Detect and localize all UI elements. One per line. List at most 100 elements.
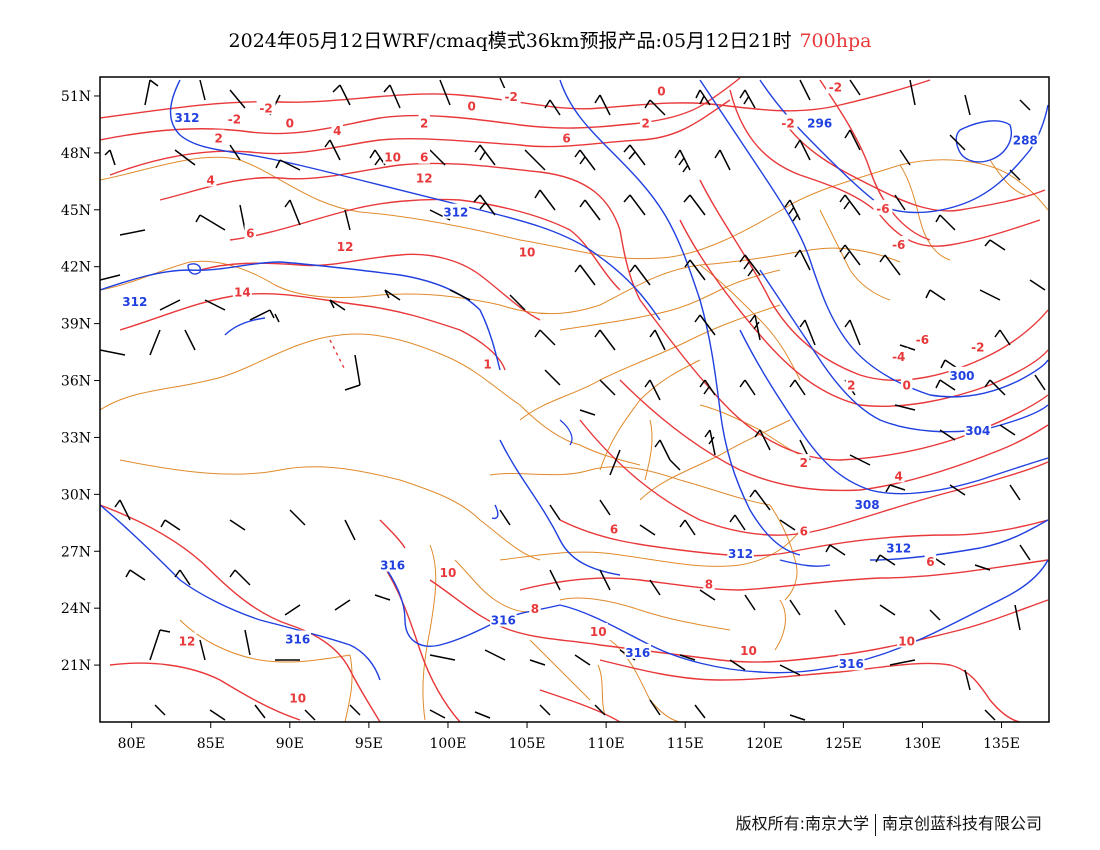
temperature-label: 6 — [420, 151, 428, 165]
height-label-bg — [948, 366, 976, 382]
temperature-label-bg — [438, 564, 458, 580]
temperature-label: 2 — [800, 456, 808, 470]
temperature-label-bg — [798, 522, 810, 538]
temperature-label: -2 — [829, 80, 842, 94]
temperature-label-bg — [608, 520, 620, 536]
temperature-label: 8 — [531, 602, 539, 616]
temperature-label-bg — [588, 622, 608, 638]
temperature-label: 8 — [705, 578, 713, 592]
footer-credits: 版权所有:南京大学 南京创蓝科技有限公司 — [736, 810, 1042, 836]
temperature-label-bg — [778, 114, 798, 130]
title-text: 2024年05月12日WRF/cmaq模式36km预报产品:05月12日21时 — [228, 30, 792, 52]
temperature-label: -2 — [505, 90, 518, 104]
lon-tick-label: 120E — [746, 736, 783, 752]
temperature-label-bg — [529, 600, 541, 616]
temperature-label: 2 — [847, 378, 855, 392]
temperature-label-bg — [655, 82, 668, 98]
temperature-label: 6 — [800, 524, 808, 538]
temperature-label-bg — [335, 237, 355, 253]
temperature-label-bg — [900, 376, 913, 392]
temperature-label-bg — [798, 454, 810, 470]
height-label: 296 — [807, 117, 832, 131]
height-label: 312 — [886, 541, 911, 555]
height-label: 316 — [285, 633, 310, 647]
height-label-bg — [964, 421, 992, 437]
temperature-label: 4 — [333, 124, 341, 138]
copyright-text: 版权所有:南京大学 — [735, 814, 869, 833]
lat-tick-label: 30N — [61, 487, 91, 503]
temperature-label-bg — [560, 129, 573, 145]
temperature-label-bg — [383, 148, 403, 164]
height-label-bg — [806, 114, 833, 130]
lat-tick-label: 21N — [61, 658, 91, 674]
temperature-label-bg — [414, 169, 434, 185]
temperature-label-bg — [968, 338, 988, 354]
height-label-bg — [121, 292, 149, 308]
company-text: 南京创蓝科技有限公司 — [881, 814, 1042, 833]
height-label-bg — [885, 539, 912, 555]
height-label: 312 — [174, 111, 199, 125]
height-label-bg — [490, 611, 517, 627]
temperature-label-bg — [256, 99, 276, 115]
height-label: 304 — [965, 424, 990, 438]
temperature-label-bg — [889, 235, 909, 251]
height-label: 316 — [491, 614, 516, 628]
temperature-label: -2 — [228, 113, 241, 127]
footer-divider — [874, 813, 876, 836]
lon-tick-label: 100E — [429, 736, 466, 752]
temperature-label-bg — [418, 148, 430, 164]
height-label: 316 — [839, 657, 864, 671]
lon-tick-label: 95E — [355, 736, 383, 752]
temperature-label: 0 — [468, 99, 476, 113]
lat-tick-label: 48N — [61, 146, 91, 162]
temperature-label: 0 — [657, 84, 665, 98]
temperature-label: 14 — [234, 285, 251, 299]
temperature-label: -4 — [892, 350, 905, 364]
lat-tick-label: 36N — [61, 374, 91, 390]
temperature-label-bg — [224, 110, 244, 126]
temperature-label: 2 — [420, 117, 428, 131]
temperature-label: 0 — [902, 378, 910, 392]
lon-tick-label: 105E — [509, 736, 546, 752]
temperature-label-bg — [639, 114, 652, 130]
temperature-label: -2 — [971, 340, 984, 354]
temperature-label-bg — [177, 632, 197, 648]
level-label: 700hpa — [799, 30, 872, 52]
wind-barbs — [100, 77, 1046, 721]
lon-tick-label: 125E — [825, 736, 862, 752]
temperature-label: 12 — [337, 240, 354, 254]
lat-tick-label: 45N — [61, 203, 91, 219]
temperature-label-bg — [244, 224, 257, 240]
lon-tick-label: 90E — [276, 736, 304, 752]
longitude-axis: 80E 85E 90E 95E 100E 105E 110E 115E 120E 125E 130E… — [118, 722, 1020, 752]
temperature-label: 6 — [562, 132, 570, 146]
temperature-label: 10 — [440, 566, 457, 580]
temperature-label-bg — [703, 575, 715, 591]
temperature-label: 10 — [519, 246, 536, 260]
temperature-label-bg — [912, 330, 932, 346]
temperature-label-bg — [889, 347, 909, 363]
temperature-label: 12 — [179, 634, 196, 648]
temperature-label-bg — [897, 632, 917, 648]
temperature-label: -6 — [876, 202, 889, 216]
temperature-label: -2 — [781, 117, 794, 131]
temperature-label-bg — [284, 114, 296, 130]
height-label-bg — [624, 643, 652, 659]
temperature-label-bg — [288, 689, 308, 705]
height-label-bg — [727, 545, 754, 561]
chart-title: 2024年05月12日WRF/cmaq模式36km预报产品:05月12日21时 7… — [0, 26, 1100, 53]
temperature-label: 4 — [895, 469, 903, 483]
height-label-bg — [173, 108, 201, 124]
height-label-bg — [442, 203, 470, 219]
lat-tick-label: 39N — [61, 317, 91, 333]
temperature-label-bg — [232, 283, 252, 299]
temperature-label: -2 — [259, 101, 272, 115]
temperature-label-bg — [331, 122, 343, 138]
height-label: 308 — [855, 498, 880, 512]
temperature-label: 10 — [384, 151, 401, 165]
height-label-bg — [379, 556, 406, 572]
temperature-label: 2 — [641, 117, 649, 131]
temperature-label: 2 — [214, 132, 222, 146]
height-label: 312 — [443, 206, 468, 220]
temperature-label: -6 — [916, 333, 929, 347]
